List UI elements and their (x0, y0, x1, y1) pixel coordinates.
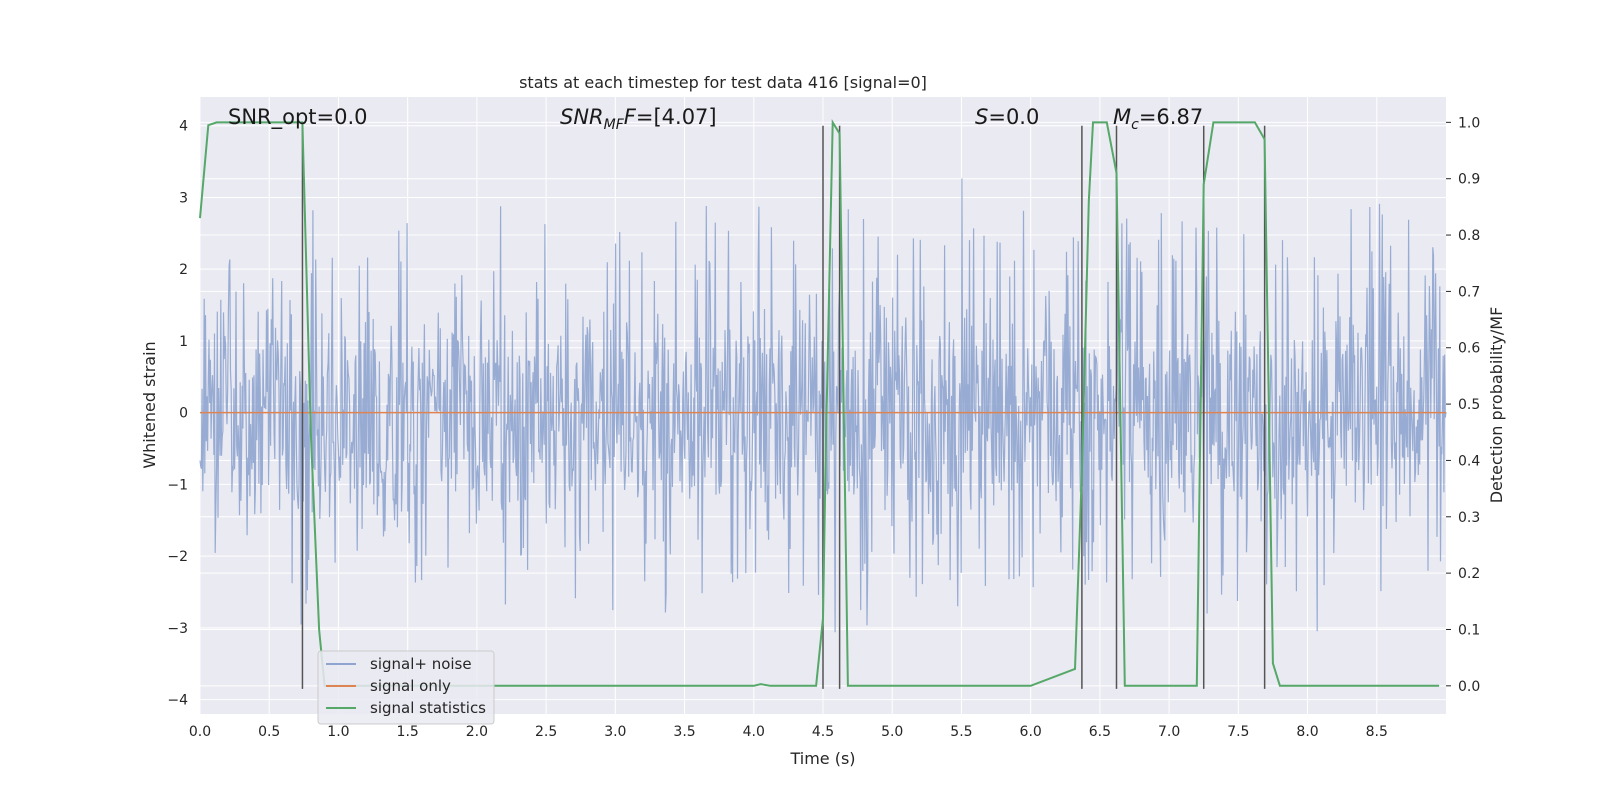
x-tick-label: 2.5 (535, 724, 557, 740)
y-tick-label-right: 0.4 (1458, 453, 1480, 469)
x-axis-label: Time (s) (789, 749, 855, 768)
y-axis-label-left: Whitened strain (140, 341, 159, 468)
y-tick-label-right: 0.3 (1458, 510, 1480, 526)
y-tick-label-right: 0.6 (1458, 341, 1480, 357)
annotations: SNR_opt=0.0 SNRMFF=[4.07] S=0.0 Mc=6.87 (228, 105, 1203, 133)
x-tick-label: 0.5 (258, 724, 280, 740)
x-tick-label: 7.0 (1158, 724, 1180, 740)
legend-box (317, 650, 495, 725)
y-tick-label-right: 0.9 (1458, 172, 1480, 188)
y-tick-label-right: 0.0 (1458, 679, 1480, 695)
x-tick-label: 7.5 (1227, 724, 1249, 740)
x-tick-label: 2.0 (466, 724, 488, 740)
x-tick-label: 4.5 (812, 724, 834, 740)
y-tick-label-right: 0.8 (1458, 228, 1480, 244)
chart-title: stats at each timestep for test data 416… (519, 73, 927, 92)
x-tick-label: 3.5 (673, 724, 695, 740)
legend-label-statistics: signal statistics (370, 699, 486, 717)
x-tick-label: 8.5 (1366, 724, 1388, 740)
y-tick-label-right: 0.1 (1458, 622, 1480, 638)
legend-label-noise: signal+ noise (370, 655, 472, 673)
y-tick-label-left: −1 (167, 477, 188, 493)
y-tick-labels-right: 1.0 0.9 0.8 0.7 0.6 0.5 0.4 0.3 0.2 0.1 0.0 (1446, 115, 1480, 695)
y-tick-label-right: 1.0 (1458, 115, 1480, 131)
legend: signal+ noise signal only signal statist… (317, 650, 495, 725)
y-tick-labels-left: 4 3 2 1 0 −1 −2 −3 −4 (167, 119, 188, 709)
y-tick-label-right: 0.5 (1458, 397, 1480, 413)
statistics-series (199, 118, 1440, 687)
x-tick-label: 5.5 (950, 724, 972, 740)
x-tick-label: 3.0 (604, 724, 626, 740)
x-tick-label: 8.0 (1296, 724, 1318, 740)
x-tick-labels: 0.0 0.5 1.0 1.5 2.0 2.5 3.0 3.5 4.0 4.5 5.0 5.5 6.0 6… (189, 724, 1388, 740)
y-tick-label-left: −2 (167, 549, 188, 565)
y-tick-label-right: 0.7 (1458, 284, 1480, 300)
legend-label-signal-only: signal only (370, 677, 451, 695)
annotation-snr-mf: SNRMFF=[4.07] (560, 105, 717, 133)
y-tick-label-left: 2 (179, 262, 188, 278)
y-tick-label-left: 3 (179, 190, 188, 206)
x-tick-label: 6.0 (1020, 724, 1042, 740)
y-axis-label-right: Detection probability/MF (1487, 307, 1506, 504)
annotation-snr-opt: SNR_opt=0.0 (228, 105, 368, 130)
x-tick-label: 1.5 (397, 724, 419, 740)
x-tick-label: 5.0 (881, 724, 903, 740)
x-tick-label: 1.0 (327, 724, 349, 740)
annotation-mc: Mc=6.87 (1113, 105, 1203, 133)
y-tick-label-left: 1 (179, 334, 188, 350)
y-tick-label-left: −3 (167, 621, 188, 637)
x-tick-label: 0.0 (189, 724, 211, 740)
y-tick-label-left: 0 (179, 406, 188, 422)
x-tick-label: 6.5 (1089, 724, 1111, 740)
y-tick-label-right: 0.2 (1458, 566, 1480, 582)
y-tick-label-left: 4 (179, 119, 188, 135)
x-tick-label: 4.0 (743, 724, 765, 740)
y-tick-label-left: −4 (167, 693, 188, 709)
annotation-s: S=0.0 (975, 105, 1039, 129)
statistics-line (199, 118, 1440, 687)
